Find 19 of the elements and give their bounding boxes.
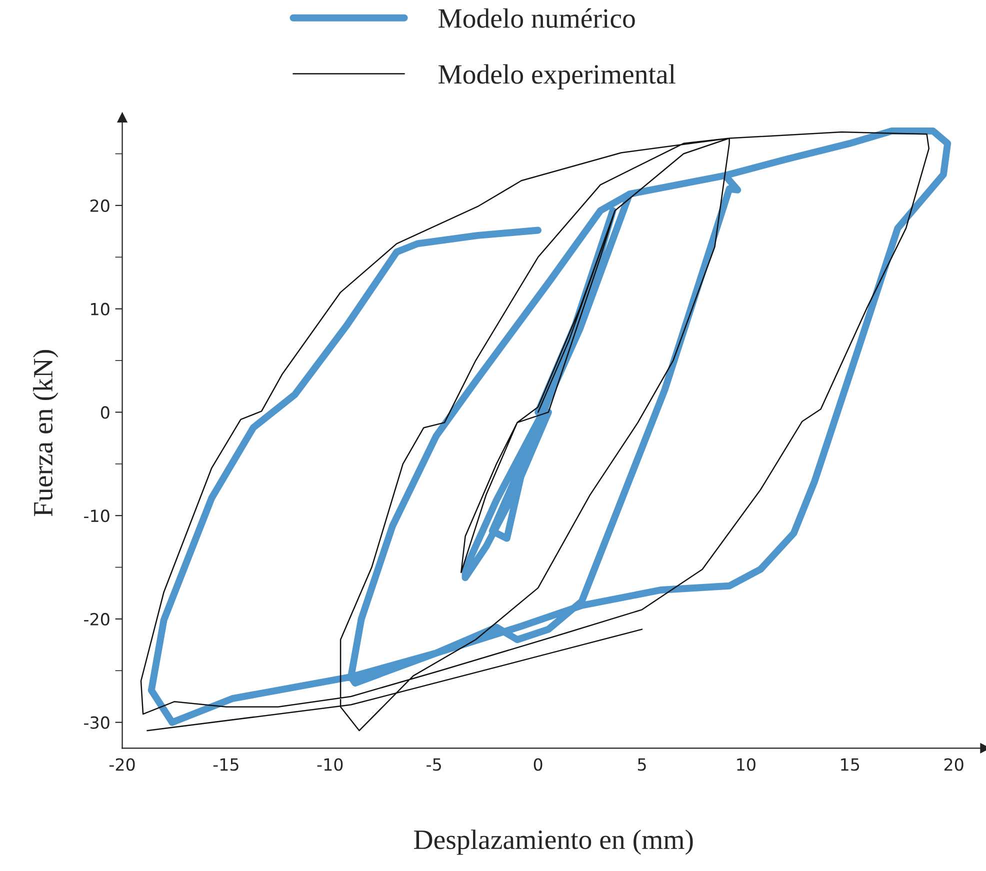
- x-tick-label: -10: [317, 758, 343, 771]
- y-tick-label: 0: [100, 406, 110, 419]
- x-tick-label: 10: [737, 758, 756, 771]
- x-tick-label: -15: [213, 758, 238, 771]
- y-tick-label: 20: [90, 199, 110, 212]
- y-tick-label: -30: [84, 716, 110, 729]
- y-tick-label: 10: [91, 302, 110, 316]
- y-axis-title: Fuerza en (kN): [33, 350, 58, 516]
- x-tick-label: 0: [534, 758, 542, 771]
- x-tick-label: -20: [109, 758, 135, 771]
- y-tick-label: -10: [84, 510, 110, 522]
- legend-label: Modelo experimental: [438, 64, 676, 90]
- x-tick-label: -5: [426, 758, 441, 771]
- x-axis-title: Desplazamiento en (mm): [414, 830, 693, 855]
- x-tick-label: 5: [638, 758, 646, 771]
- x-tick-label: 20: [944, 758, 964, 771]
- x-tick-label: 15: [841, 758, 860, 771]
- legend-label: Modelo numérico: [438, 8, 635, 28]
- y-tick-label: -20: [84, 612, 110, 626]
